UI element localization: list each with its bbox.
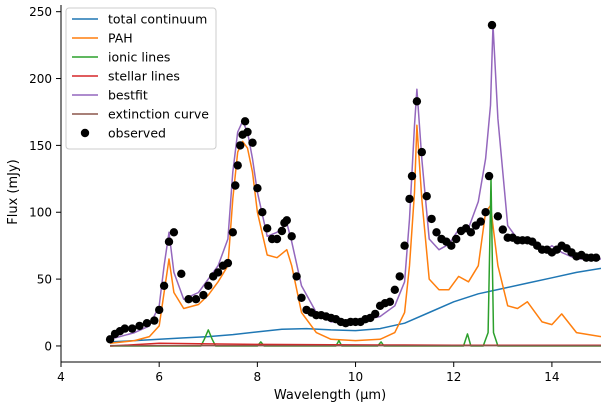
- data-point-observed: [223, 258, 233, 268]
- data-point-observed: [128, 324, 137, 333]
- data-point-observed: [447, 241, 456, 250]
- data-point-observed: [191, 295, 201, 304]
- data-point-observed: [484, 171, 494, 181]
- data-point-observed: [432, 228, 441, 237]
- x-axis-label: Wavelength (μm): [274, 388, 386, 403]
- data-point-observed: [481, 208, 490, 217]
- data-point-observed: [493, 212, 503, 221]
- data-point-observed: [395, 272, 404, 281]
- data-point-observed: [405, 194, 414, 204]
- data-point-observed: [177, 269, 186, 278]
- data-point-observed: [169, 228, 179, 237]
- y-tick-label: 250: [29, 5, 52, 19]
- series-line-pah: [110, 124, 601, 345]
- data-point-observed: [427, 214, 436, 224]
- legend-label-total-continuum: total continuum: [108, 12, 207, 27]
- data-point-observed: [253, 184, 262, 193]
- x-tick-label: 10: [348, 370, 363, 384]
- data-point-observed: [258, 208, 267, 217]
- data-point-observed: [159, 281, 169, 290]
- x-tick-label: 4: [57, 370, 65, 384]
- y-tick-label: 50: [37, 273, 52, 287]
- axes-layer: 4 6 8 10 12 14 0 50 100 150 200 250: [29, 5, 601, 384]
- y-axis-label: Flux (mJy): [6, 159, 21, 225]
- legend-swatch-observed: [80, 128, 90, 138]
- data-point-observed: [277, 226, 287, 236]
- data-point-observed: [390, 285, 399, 294]
- data-point-observed: [213, 268, 223, 277]
- y-tick-label: 100: [29, 206, 52, 220]
- data-point-observed: [155, 305, 164, 315]
- data-point-observed: [263, 224, 272, 233]
- x-tick-label: 6: [155, 370, 163, 384]
- data-point-observed: [243, 127, 252, 137]
- data-point-observed: [184, 295, 193, 304]
- data-point-observed: [498, 225, 507, 234]
- data-point-observed: [400, 241, 409, 250]
- data-point-observed: [282, 216, 291, 225]
- data-point-observed: [466, 228, 476, 237]
- legend-label-pah: PAH: [108, 31, 133, 46]
- data-point-observed: [204, 281, 213, 290]
- data-point-observed: [105, 335, 115, 344]
- data-point-observed: [385, 297, 395, 306]
- data-point-observed: [422, 192, 431, 201]
- data-point-observed: [412, 97, 422, 106]
- x-tick-label: 14: [544, 370, 559, 384]
- legend-label-ionic-lines: ionic lines: [108, 50, 170, 65]
- data-point-observed: [417, 147, 426, 157]
- y-tick-label: 0: [44, 339, 52, 353]
- data-point-observed: [236, 141, 245, 150]
- data-point-observed: [452, 234, 461, 244]
- x-tick-label: 8: [254, 370, 262, 384]
- data-point-observed: [591, 253, 601, 262]
- data-point-observed: [233, 161, 242, 170]
- data-point-observed: [199, 290, 208, 300]
- series-line-total-continuum: [110, 267, 601, 343]
- x-tick-label: 12: [446, 370, 461, 384]
- y-tick-label: 150: [29, 139, 52, 153]
- data-point-observed: [487, 20, 497, 30]
- data-point-observed: [228, 228, 237, 237]
- data-point-observed: [231, 181, 240, 190]
- data-point-observed: [297, 293, 306, 302]
- data-point-observed: [142, 319, 152, 328]
- data-point-observed: [407, 171, 417, 181]
- legend-label-observed: observed: [108, 126, 166, 141]
- data-point-observed: [150, 316, 159, 325]
- legend-label-extinction-curve: extinction curve: [108, 107, 209, 122]
- data-point-observed: [476, 217, 485, 226]
- series-layer: [105, 20, 601, 347]
- legend: total continuum PAH ionic lines stellar lin…: [65, 7, 217, 150]
- data-point-observed: [272, 234, 282, 244]
- data-point-observed: [292, 272, 301, 281]
- data-point-observed: [120, 324, 129, 333]
- data-point-observed: [240, 117, 250, 126]
- data-point-observed: [164, 237, 174, 246]
- data-point-observed: [135, 321, 144, 331]
- legend-label-stellar-lines: stellar lines: [108, 69, 180, 84]
- data-point-observed: [248, 138, 257, 147]
- data-point-observed: [371, 309, 380, 319]
- legend-label-bestfit: bestfit: [108, 88, 148, 103]
- data-point-observed: [287, 232, 296, 241]
- y-tick-label: 200: [29, 72, 52, 86]
- legend-box: [65, 7, 217, 150]
